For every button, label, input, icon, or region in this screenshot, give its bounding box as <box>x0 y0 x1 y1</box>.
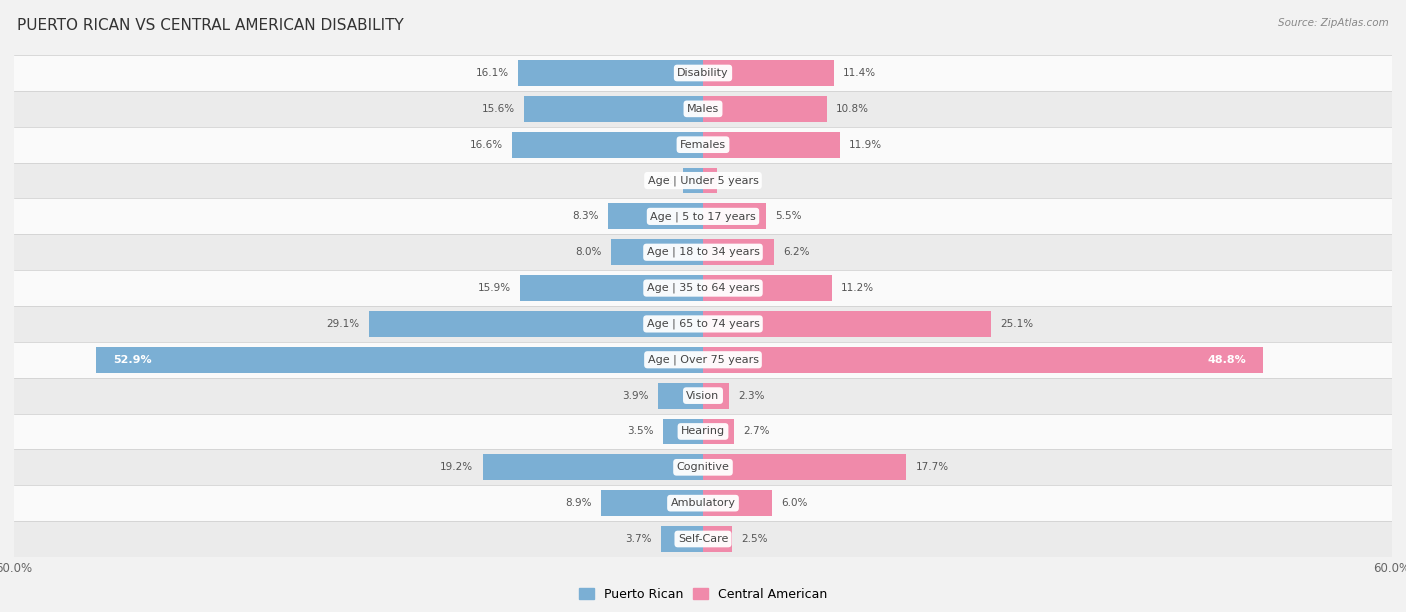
Bar <box>14 306 1392 342</box>
Bar <box>14 91 1392 127</box>
Text: Disability: Disability <box>678 68 728 78</box>
Bar <box>703 96 827 122</box>
Text: Age | 35 to 64 years: Age | 35 to 64 years <box>647 283 759 293</box>
Text: Ambulatory: Ambulatory <box>671 498 735 508</box>
Text: 48.8%: 48.8% <box>1208 355 1246 365</box>
Text: 6.0%: 6.0% <box>782 498 807 508</box>
Bar <box>482 454 703 480</box>
Text: Age | 65 to 74 years: Age | 65 to 74 years <box>647 319 759 329</box>
Bar <box>703 275 831 301</box>
Text: 8.0%: 8.0% <box>575 247 602 257</box>
Bar <box>703 382 730 409</box>
Bar <box>703 454 907 480</box>
Text: Age | 18 to 34 years: Age | 18 to 34 years <box>647 247 759 258</box>
Bar <box>703 132 839 158</box>
Text: 6.2%: 6.2% <box>783 247 810 257</box>
Bar <box>703 60 834 86</box>
Bar <box>14 521 1392 557</box>
Text: 5.5%: 5.5% <box>775 211 801 222</box>
Bar <box>14 163 1392 198</box>
Bar <box>519 60 703 86</box>
Text: Hearing: Hearing <box>681 427 725 436</box>
Bar <box>96 347 703 373</box>
Text: 2.3%: 2.3% <box>738 390 765 401</box>
Bar <box>14 485 1392 521</box>
Text: 1.2%: 1.2% <box>725 176 752 185</box>
Bar <box>520 275 703 301</box>
Text: Males: Males <box>688 104 718 114</box>
Text: Females: Females <box>681 140 725 150</box>
Bar <box>14 234 1392 270</box>
Bar <box>612 239 703 265</box>
Text: 8.9%: 8.9% <box>565 498 592 508</box>
Text: 19.2%: 19.2% <box>440 462 474 472</box>
Bar <box>14 55 1392 91</box>
Text: 11.4%: 11.4% <box>844 68 876 78</box>
Text: Vision: Vision <box>686 390 720 401</box>
Text: 3.7%: 3.7% <box>624 534 651 544</box>
Text: 29.1%: 29.1% <box>326 319 360 329</box>
Text: 2.7%: 2.7% <box>744 427 769 436</box>
Text: Age | Under 5 years: Age | Under 5 years <box>648 175 758 186</box>
Bar <box>14 378 1392 414</box>
Text: 11.2%: 11.2% <box>841 283 875 293</box>
Bar <box>703 347 1264 373</box>
Bar <box>14 342 1392 378</box>
Text: 3.9%: 3.9% <box>623 390 650 401</box>
Bar <box>703 526 731 552</box>
Text: 52.9%: 52.9% <box>112 355 152 365</box>
Bar <box>703 168 717 193</box>
Bar <box>703 239 775 265</box>
Bar <box>14 449 1392 485</box>
Text: 11.9%: 11.9% <box>849 140 882 150</box>
Bar <box>14 414 1392 449</box>
Text: Source: ZipAtlas.com: Source: ZipAtlas.com <box>1278 18 1389 28</box>
Text: 16.6%: 16.6% <box>470 140 503 150</box>
Text: 16.1%: 16.1% <box>475 68 509 78</box>
Text: 17.7%: 17.7% <box>915 462 949 472</box>
Bar <box>368 311 703 337</box>
Bar <box>683 168 703 193</box>
Legend: Puerto Rican, Central American: Puerto Rican, Central American <box>574 583 832 606</box>
Text: Cognitive: Cognitive <box>676 462 730 472</box>
Bar <box>512 132 703 158</box>
Text: PUERTO RICAN VS CENTRAL AMERICAN DISABILITY: PUERTO RICAN VS CENTRAL AMERICAN DISABIL… <box>17 18 404 34</box>
Bar <box>703 311 991 337</box>
Bar <box>658 382 703 409</box>
Text: Age | Over 75 years: Age | Over 75 years <box>648 354 758 365</box>
Bar <box>703 203 766 230</box>
Text: 8.3%: 8.3% <box>572 211 599 222</box>
Bar <box>662 419 703 444</box>
Bar <box>703 490 772 516</box>
Text: 15.6%: 15.6% <box>482 104 515 114</box>
Text: 25.1%: 25.1% <box>1001 319 1033 329</box>
Bar <box>607 203 703 230</box>
Bar <box>14 127 1392 163</box>
Text: 1.7%: 1.7% <box>648 176 675 185</box>
Text: 15.9%: 15.9% <box>478 283 512 293</box>
Text: 2.5%: 2.5% <box>741 534 768 544</box>
Bar <box>661 526 703 552</box>
Bar <box>14 198 1392 234</box>
Text: 10.8%: 10.8% <box>837 104 869 114</box>
Bar <box>14 270 1392 306</box>
Bar <box>600 490 703 516</box>
Text: 3.5%: 3.5% <box>627 427 654 436</box>
Text: Age | 5 to 17 years: Age | 5 to 17 years <box>650 211 756 222</box>
Bar <box>524 96 703 122</box>
Bar <box>703 419 734 444</box>
Text: Self-Care: Self-Care <box>678 534 728 544</box>
